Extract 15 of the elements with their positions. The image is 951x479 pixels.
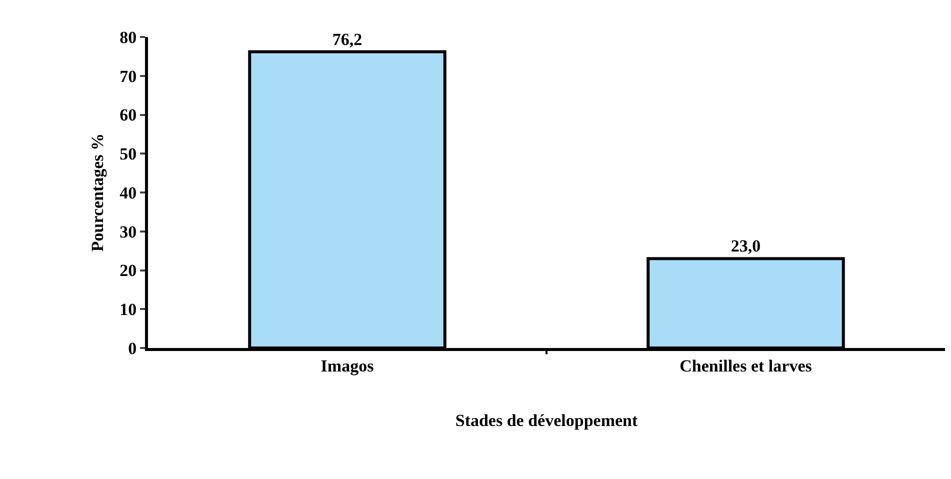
y-tick-label: 70 <box>120 66 137 86</box>
y-tick-label: 10 <box>120 300 137 320</box>
y-tick-label: 20 <box>120 261 137 280</box>
y-tick-label: 60 <box>120 106 137 125</box>
y-axis-title: Pourcentages % <box>88 133 108 252</box>
data-label: 76,2 <box>332 30 362 49</box>
y-tick-label: 80 <box>120 28 137 47</box>
data-label: 23,0 <box>730 236 761 256</box>
y-tick-label: 30 <box>120 222 137 242</box>
x-tick-label: Imagos <box>320 356 374 376</box>
x-tick-label: Chenilles et larves <box>680 356 812 376</box>
y-tick-label: 50 <box>120 144 137 164</box>
y-tick-label: 40 <box>120 183 137 202</box>
y-tick-label: 0 <box>128 338 137 358</box>
x-axis-title: Stades de développement <box>455 410 638 430</box>
